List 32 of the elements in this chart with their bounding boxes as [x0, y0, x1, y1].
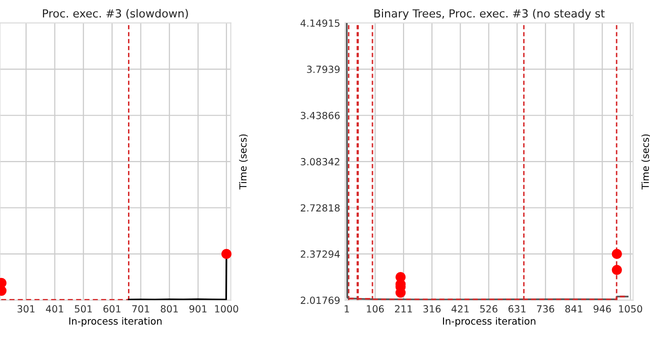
x-tick-label: 301	[18, 305, 34, 313]
x-tick-label: 701	[132, 305, 150, 313]
x-tick-label: 106	[366, 305, 384, 313]
x-tick-label: 211	[394, 305, 412, 312]
x-tick-label: 501	[74, 305, 92, 313]
x-tick-label: 401	[46, 305, 64, 313]
x-tick-label: 1050	[619, 305, 642, 313]
x-tick-label: 421	[452, 305, 469, 312]
x-tick-label: 1000	[215, 305, 238, 313]
chart-title: Proc. exec. #3 (slowdown)	[42, 8, 188, 19]
x-tick-label: 801	[160, 305, 178, 313]
x-tick-label: 736	[537, 305, 554, 313]
x-tick-label: 1	[344, 305, 349, 312]
y-tick-label: 3.43866	[300, 112, 340, 120]
chart-title: Binary Trees, Proc. exec. #3 (no steady st	[374, 8, 605, 20]
y-tick-label: 3.08342	[300, 158, 340, 166]
x-axis-title: In-process iteration	[443, 317, 536, 327]
x-tick-label: 631	[508, 305, 526, 313]
x-tick-label: 901	[189, 305, 206, 313]
y-tick-label: 4.14915	[300, 19, 340, 27]
y-tick-label: 3.7939	[307, 66, 340, 74]
x-tick-label: 526	[480, 305, 498, 313]
y-axis-title: Time (secs)	[641, 134, 650, 190]
y-axis-title: Time (secs)	[239, 134, 248, 190]
y-tick-label: 2.72818	[300, 204, 340, 212]
y-tick-label: 2.37294	[300, 250, 340, 258]
x-tick-label: 601	[103, 305, 120, 313]
x-axis-title: In-process iteration	[69, 317, 162, 327]
x-tick-label: 316	[423, 305, 441, 313]
x-tick-label: 946	[594, 305, 611, 313]
y-tick-label: 2.01769	[300, 296, 340, 304]
x-tick-label: 841	[565, 305, 582, 313]
